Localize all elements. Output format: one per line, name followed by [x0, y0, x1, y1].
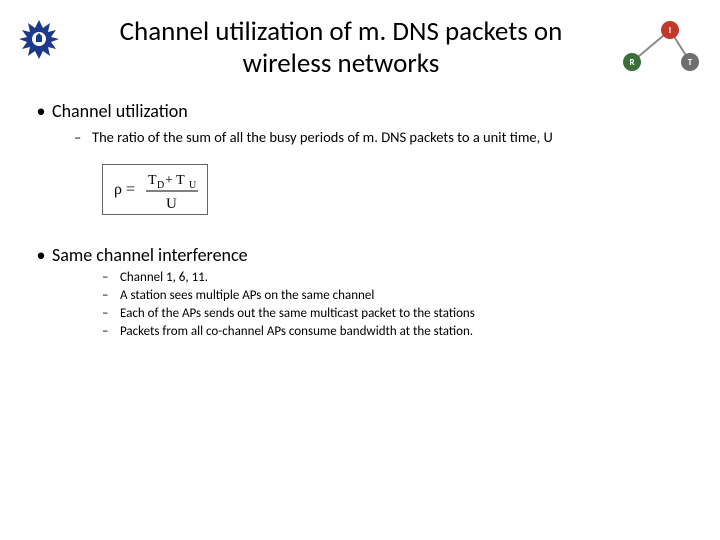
sub-bullet: –A station sees multiple APs on the same… [102, 288, 690, 303]
utilization-formula: ρ = T D + T U U [102, 164, 690, 222]
svg-text:D: D [157, 180, 164, 191]
slide-body: •Channel utilization –The ratio of the s… [30, 100, 690, 353]
bullet-marker: – [102, 324, 120, 339]
slide-header: Channel utilization of m. DNS packets on… [0, 10, 720, 90]
sub-bullet: –Each of the APs sends out the same mult… [102, 306, 690, 321]
bullet-row: •Channel utilization [30, 100, 690, 122]
svg-text:ρ =: ρ = [114, 181, 135, 198]
bullet-marker: – [74, 128, 92, 146]
svg-text:T: T [688, 57, 693, 68]
sub-list: –Channel 1, 6, 11. –A station sees multi… [102, 270, 690, 339]
sub-bullet-label: Channel 1, 6, 11. [120, 270, 208, 285]
sub-bullet: –Channel 1, 6, 11. [102, 270, 690, 285]
sub-bullet: –Packets from all co-channel APs consume… [102, 324, 690, 339]
slide: Channel utilization of m. DNS packets on… [0, 0, 720, 540]
svg-text:I: I [669, 25, 671, 36]
sub-bullet: –The ratio of the sum of all the busy pe… [74, 128, 690, 146]
bullet-marker: – [102, 288, 120, 303]
sub-bullet-label: Each of the APs sends out the same multi… [120, 306, 475, 321]
bullet-marker: • [30, 100, 52, 122]
bullet-marker: • [30, 244, 52, 266]
bullet-marker: – [102, 306, 120, 321]
sub-bullet-label: The ratio of the sum of all the busy per… [92, 128, 553, 146]
bullet-channel-utilization: •Channel utilization –The ratio of the s… [30, 100, 690, 222]
sub-bullet-label: A station sees multiple APs on the same … [120, 288, 374, 303]
bullet-marker: – [102, 270, 120, 285]
svg-text:+ T: + T [165, 173, 185, 188]
svg-text:U: U [166, 196, 177, 212]
bullet-row: •Same channel interference [30, 244, 690, 266]
bullet-label: Channel utilization [52, 100, 188, 122]
bullet-label: Same channel interference [52, 244, 248, 266]
bullet-list: •Channel utilization –The ratio of the s… [30, 100, 690, 339]
irt-diagram: I R T [610, 20, 710, 80]
bullet-same-channel-interference: •Same channel interference –Channel 1, 6… [30, 244, 690, 339]
slide-title: Channel utilization of m. DNS packets on… [96, 16, 586, 81]
sub-list: –The ratio of the sum of all the busy pe… [74, 128, 690, 146]
crown-logo [12, 14, 66, 73]
svg-text:R: R [629, 57, 634, 68]
svg-text:U: U [189, 180, 197, 191]
sub-bullet-label: Packets from all co-channel APs consume … [120, 324, 473, 339]
svg-text:T: T [148, 173, 157, 188]
